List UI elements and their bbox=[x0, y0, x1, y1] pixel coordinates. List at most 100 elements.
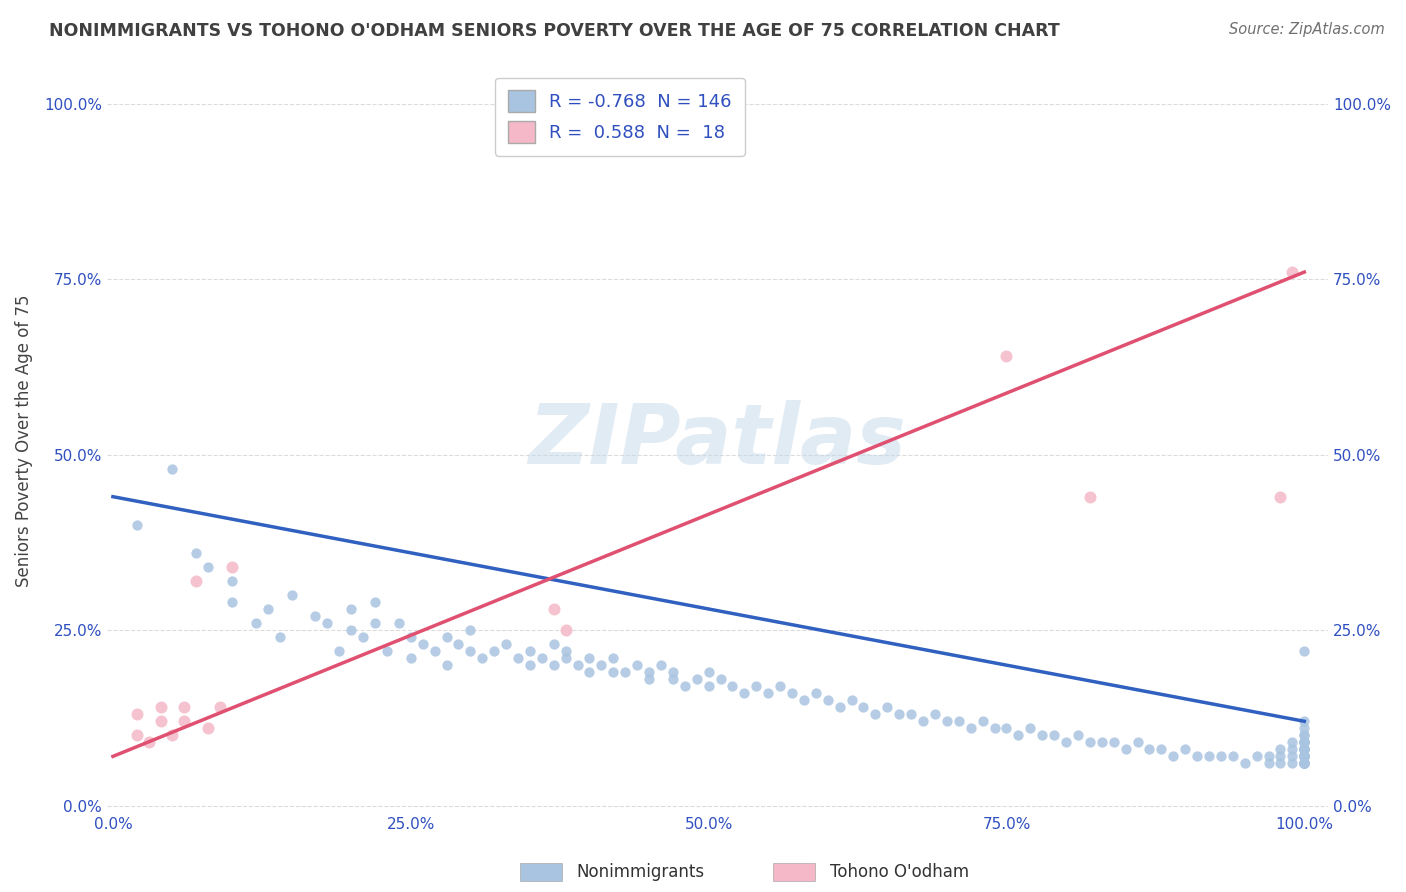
Point bbox=[506, 651, 529, 665]
Point bbox=[280, 588, 302, 602]
Point bbox=[1294, 742, 1316, 756]
Point bbox=[399, 630, 422, 644]
Point bbox=[530, 651, 553, 665]
Point bbox=[375, 644, 398, 658]
Point bbox=[471, 651, 494, 665]
Point bbox=[1294, 756, 1316, 771]
Point bbox=[1102, 735, 1125, 749]
Point bbox=[352, 630, 374, 644]
Point bbox=[399, 651, 422, 665]
Point bbox=[602, 665, 624, 680]
Point bbox=[602, 651, 624, 665]
Point bbox=[721, 679, 744, 693]
Point bbox=[1209, 749, 1232, 764]
Point bbox=[1294, 742, 1316, 756]
Point bbox=[1294, 749, 1316, 764]
Point bbox=[1281, 749, 1303, 764]
Point bbox=[1161, 749, 1184, 764]
Point bbox=[388, 615, 411, 630]
Point bbox=[1067, 728, 1090, 742]
Point bbox=[1294, 742, 1316, 756]
Point bbox=[125, 517, 148, 532]
Point bbox=[1294, 756, 1316, 771]
Point bbox=[1246, 749, 1268, 764]
Point bbox=[1294, 756, 1316, 771]
Point bbox=[256, 602, 278, 616]
Point bbox=[1139, 742, 1161, 756]
Point bbox=[1078, 490, 1101, 504]
Point bbox=[1294, 756, 1316, 771]
Point bbox=[1294, 742, 1316, 756]
Point bbox=[125, 728, 148, 742]
Point bbox=[876, 700, 898, 714]
Point bbox=[340, 623, 363, 637]
Point bbox=[1294, 721, 1316, 735]
Point bbox=[1031, 728, 1053, 742]
Point bbox=[554, 644, 576, 658]
Point bbox=[1294, 749, 1316, 764]
Point bbox=[186, 546, 208, 560]
Y-axis label: Seniors Poverty Over the Age of 75: Seniors Poverty Over the Age of 75 bbox=[15, 294, 32, 587]
Point bbox=[1294, 749, 1316, 764]
Point bbox=[662, 665, 685, 680]
Point bbox=[567, 658, 589, 673]
Point bbox=[1078, 735, 1101, 749]
Point bbox=[125, 707, 148, 722]
Point bbox=[1091, 735, 1114, 749]
Point bbox=[221, 560, 243, 574]
Point bbox=[1281, 735, 1303, 749]
Point bbox=[1233, 756, 1256, 771]
Text: Source: ZipAtlas.com: Source: ZipAtlas.com bbox=[1229, 22, 1385, 37]
Point bbox=[900, 707, 922, 722]
Point bbox=[1281, 742, 1303, 756]
Point bbox=[769, 679, 792, 693]
Point bbox=[1294, 728, 1316, 742]
Point bbox=[1270, 756, 1292, 771]
Point bbox=[221, 595, 243, 609]
Point bbox=[650, 658, 672, 673]
Point bbox=[697, 665, 720, 680]
Point bbox=[959, 721, 981, 735]
Point bbox=[173, 714, 195, 729]
Point bbox=[1019, 721, 1042, 735]
Point bbox=[328, 644, 350, 658]
Point bbox=[495, 637, 517, 651]
Point bbox=[935, 714, 957, 729]
Point bbox=[756, 686, 779, 700]
Point bbox=[1294, 749, 1316, 764]
Text: ZIPatlas: ZIPatlas bbox=[529, 400, 907, 481]
Point bbox=[1294, 749, 1316, 764]
Point bbox=[817, 693, 839, 707]
Point bbox=[591, 658, 613, 673]
Point bbox=[912, 714, 935, 729]
Point bbox=[436, 658, 458, 673]
Point bbox=[733, 686, 755, 700]
Point bbox=[1294, 714, 1316, 729]
Point bbox=[412, 637, 434, 651]
Point bbox=[983, 721, 1005, 735]
Point bbox=[1294, 742, 1316, 756]
Point bbox=[173, 700, 195, 714]
Point bbox=[1150, 742, 1173, 756]
Point bbox=[209, 700, 232, 714]
Legend: R = -0.768  N = 146, R =  0.588  N =  18: R = -0.768 N = 146, R = 0.588 N = 18 bbox=[495, 78, 745, 156]
Point bbox=[162, 728, 184, 742]
Point bbox=[1294, 742, 1316, 756]
Point bbox=[1294, 749, 1316, 764]
Point bbox=[149, 714, 172, 729]
Point bbox=[924, 707, 946, 722]
Point bbox=[1294, 749, 1316, 764]
Point bbox=[1198, 749, 1220, 764]
Text: Nonimmigrants: Nonimmigrants bbox=[576, 863, 704, 881]
Point bbox=[543, 602, 565, 616]
Point bbox=[1257, 749, 1279, 764]
Point bbox=[1294, 756, 1316, 771]
Point bbox=[1043, 728, 1066, 742]
Point bbox=[865, 707, 887, 722]
Point bbox=[614, 665, 637, 680]
Point bbox=[1270, 749, 1292, 764]
Point bbox=[948, 714, 970, 729]
Point bbox=[972, 714, 994, 729]
Point bbox=[995, 349, 1018, 363]
Point bbox=[1174, 742, 1197, 756]
